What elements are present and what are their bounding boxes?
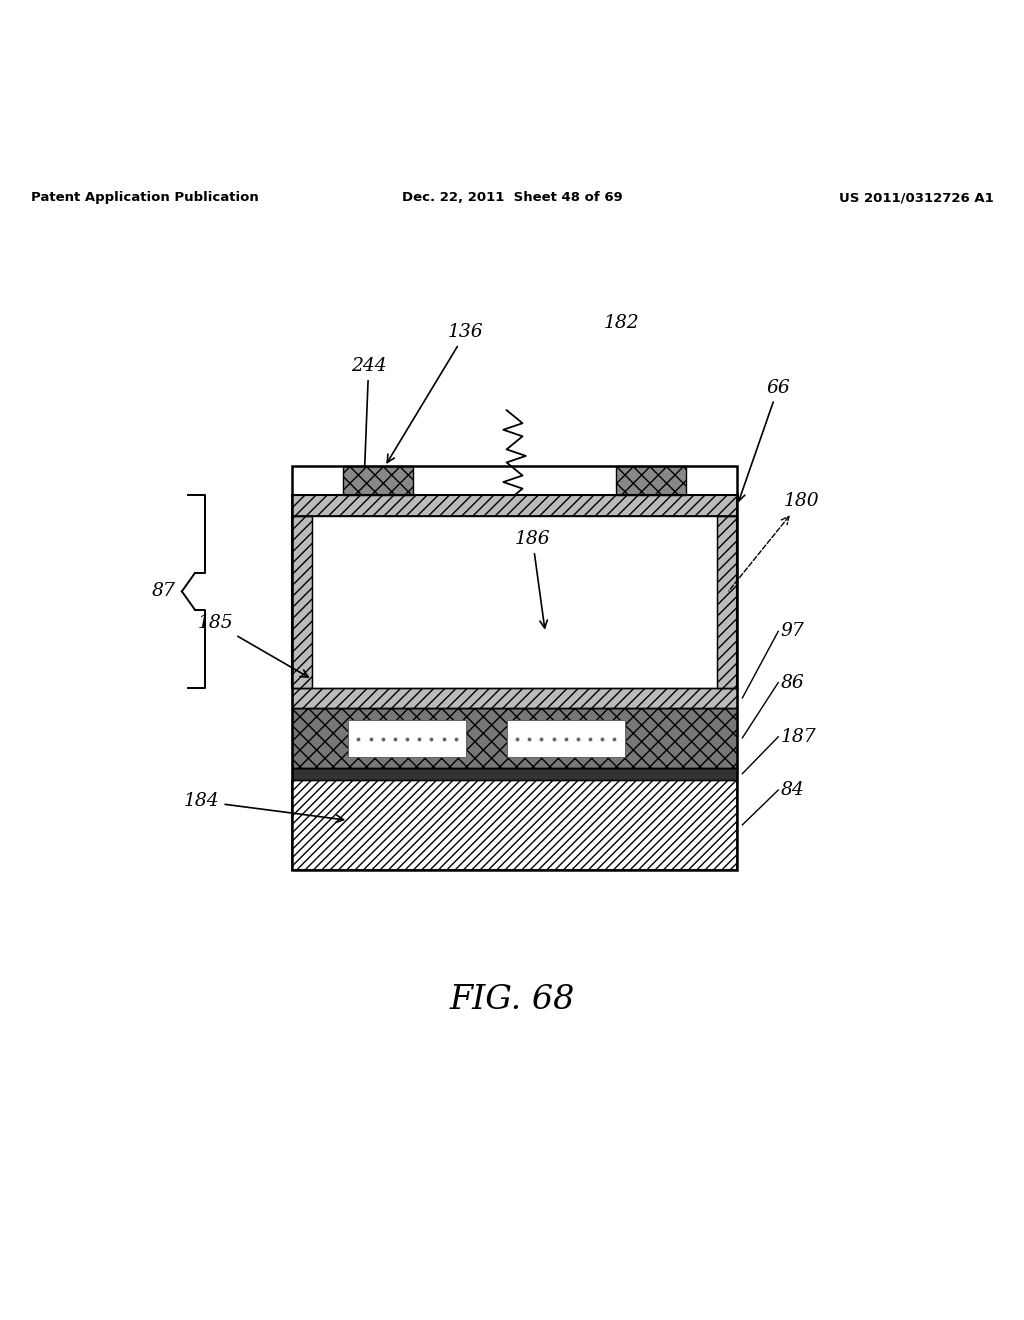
Text: 187: 187	[780, 727, 816, 746]
Text: 185: 185	[198, 614, 308, 677]
Text: 184: 184	[184, 792, 344, 822]
Text: US 2011/0312726 A1: US 2011/0312726 A1	[839, 191, 993, 205]
Text: 136: 136	[387, 323, 483, 462]
Bar	[343, 466, 413, 495]
Bar	[292, 495, 737, 516]
Bar	[292, 688, 737, 708]
Text: 87: 87	[152, 582, 175, 601]
Text: 84: 84	[780, 781, 804, 799]
Text: 186: 186	[515, 531, 550, 628]
Text: FIG. 68: FIG. 68	[450, 983, 574, 1016]
Bar	[292, 516, 312, 688]
Bar	[616, 466, 686, 495]
Text: 244: 244	[351, 358, 386, 482]
Text: Patent Application Publication: Patent Application Publication	[31, 191, 258, 205]
Bar	[507, 721, 625, 758]
Bar	[292, 708, 737, 767]
Bar	[292, 466, 737, 870]
Bar	[717, 516, 737, 688]
Bar	[348, 721, 466, 758]
Bar	[292, 767, 737, 780]
Bar	[292, 780, 737, 870]
Text: 86: 86	[780, 673, 804, 692]
Bar	[312, 516, 717, 688]
Text: 180: 180	[729, 492, 819, 591]
Text: 97: 97	[780, 622, 804, 640]
Text: Dec. 22, 2011  Sheet 48 of 69: Dec. 22, 2011 Sheet 48 of 69	[401, 191, 623, 205]
Text: 182: 182	[604, 314, 640, 333]
Text: 66: 66	[737, 379, 791, 502]
